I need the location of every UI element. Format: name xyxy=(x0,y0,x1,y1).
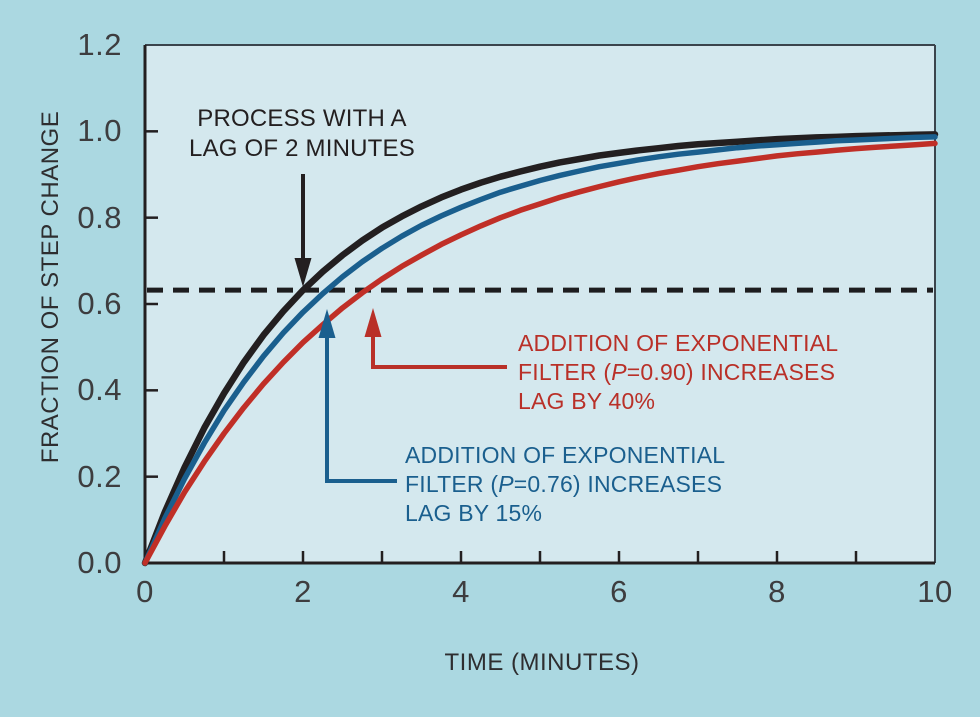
y-axis-title: FRACTION OF STEP CHANGE xyxy=(37,110,64,464)
y-tick-label-0.2: 0.2 xyxy=(77,458,122,494)
blue-arrow-shaft xyxy=(325,336,397,483)
annotation-line: FILTER (P=0.90) INCREASES xyxy=(518,359,836,385)
x-tick-label-8: 8 xyxy=(768,574,786,609)
y-tick-label-0.6: 0.6 xyxy=(77,286,122,321)
plot-area xyxy=(145,45,935,563)
red-arrow-head xyxy=(364,308,382,337)
annotation-line: LAG BY 40% xyxy=(518,388,656,414)
annotation-blue-filter: ADDITION OF EXPONENTIAL FILTER (P=0.76) … xyxy=(405,441,725,528)
annotation-line: LAG BY 15% xyxy=(405,500,543,526)
annotation-line: ADDITION OF EXPONENTIAL xyxy=(518,330,839,356)
annotation-red-filter: ADDITION OF EXPONENTIAL FILTER (P=0.90) … xyxy=(518,329,838,416)
x-tick-label-4: 4 xyxy=(452,574,470,609)
black-arrow-head xyxy=(294,258,312,287)
italic-P: P xyxy=(611,359,627,385)
curve-filter-p-076 xyxy=(142,134,938,566)
x-tick-label-2: 2 xyxy=(294,574,312,609)
y-tick-label-0.4: 0.4 xyxy=(77,372,122,408)
italic-P: P xyxy=(498,471,514,497)
red-arrow-shaft xyxy=(371,335,507,369)
curve-process-lag-2min xyxy=(141,131,939,567)
curve-filter-p-090 xyxy=(142,140,938,566)
x-tick-label-10: 10 xyxy=(917,574,953,609)
x-tick-label-0: 0 xyxy=(136,574,154,609)
y-tick-label-1.0: 1.0 xyxy=(77,113,122,149)
annotation-line: LAG OF 2 MINUTES xyxy=(189,135,415,162)
y-tick-label-0.8: 0.8 xyxy=(77,199,122,235)
y-tick-label-1.2: 1.2 xyxy=(77,27,122,62)
annotation-line: FILTER (P=0.76) INCREASES xyxy=(405,471,723,497)
annotation-line: ADDITION OF EXPONENTIAL xyxy=(405,442,726,468)
annotation-process-lag: PROCESS WITH A LAG OF 2 MINUTES xyxy=(189,104,415,164)
x-axis-title: TIME (MINUTES) xyxy=(444,649,640,676)
x-tick-label-6: 6 xyxy=(610,574,628,609)
y-tick-label-0.0: 0.0 xyxy=(77,545,122,580)
blue-arrow-head xyxy=(318,309,336,338)
annotation-line: PROCESS WITH A xyxy=(197,105,407,132)
